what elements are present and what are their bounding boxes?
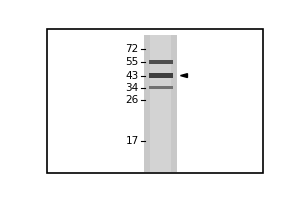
Text: 34: 34 (125, 83, 139, 93)
Bar (148, 60, 173, 64)
Bar (148, 73, 173, 78)
Bar (150, 35, 171, 172)
Polygon shape (181, 74, 188, 78)
Text: 55: 55 (125, 57, 139, 67)
Text: 17: 17 (125, 136, 139, 146)
Text: 26: 26 (125, 95, 139, 105)
Text: 43: 43 (125, 71, 139, 81)
Text: 72: 72 (125, 44, 139, 54)
Bar (145, 35, 177, 172)
Bar (148, 86, 173, 89)
